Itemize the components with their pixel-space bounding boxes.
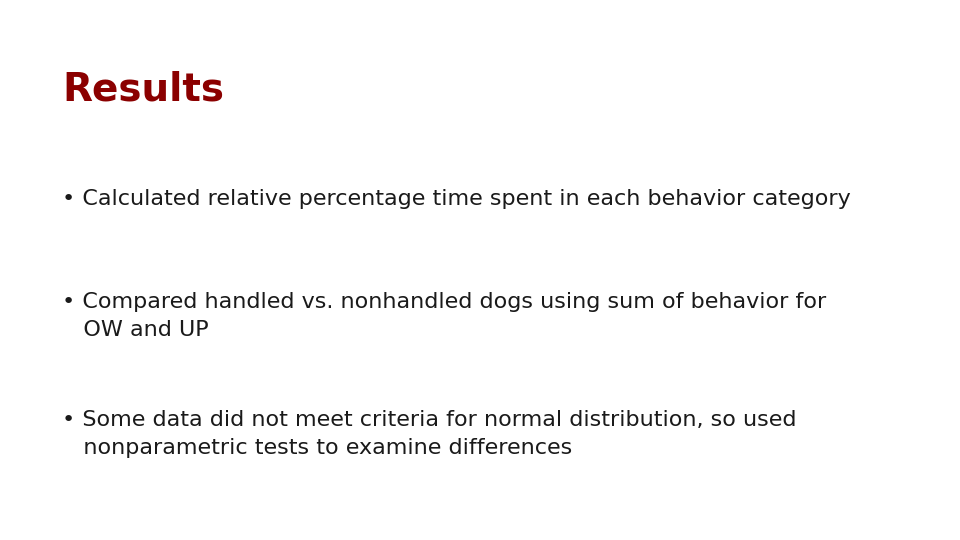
- Text: Results: Results: [62, 70, 225, 108]
- Text: • Compared handled vs. nonhandled dogs using sum of behavior for
   OW and UP: • Compared handled vs. nonhandled dogs u…: [62, 292, 827, 340]
- Text: • Calculated relative percentage time spent in each behavior category: • Calculated relative percentage time sp…: [62, 189, 852, 209]
- Text: • Some data did not meet criteria for normal distribution, so used
   nonparamet: • Some data did not meet criteria for no…: [62, 410, 797, 458]
